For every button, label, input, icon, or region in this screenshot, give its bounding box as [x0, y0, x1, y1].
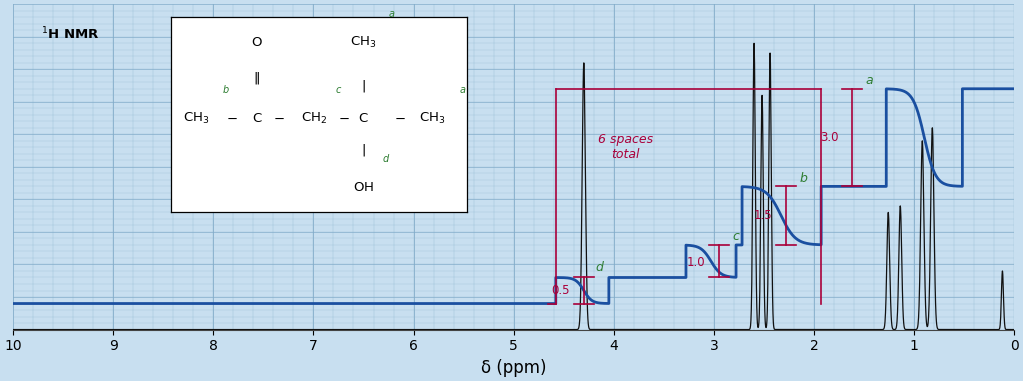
Text: d: d — [595, 261, 604, 274]
Text: 0.5: 0.5 — [551, 284, 570, 297]
Text: 3.0: 3.0 — [819, 131, 838, 144]
Text: 1.0: 1.0 — [686, 256, 705, 269]
Text: 6 spaces
total: 6 spaces total — [598, 133, 654, 161]
Text: b: b — [799, 172, 807, 185]
Text: c: c — [732, 231, 739, 243]
Text: a: a — [865, 74, 873, 87]
Text: 1.5: 1.5 — [754, 209, 772, 222]
Text: $^{1}$H NMR: $^{1}$H NMR — [41, 25, 99, 42]
X-axis label: δ (ppm): δ (ppm) — [481, 359, 546, 377]
